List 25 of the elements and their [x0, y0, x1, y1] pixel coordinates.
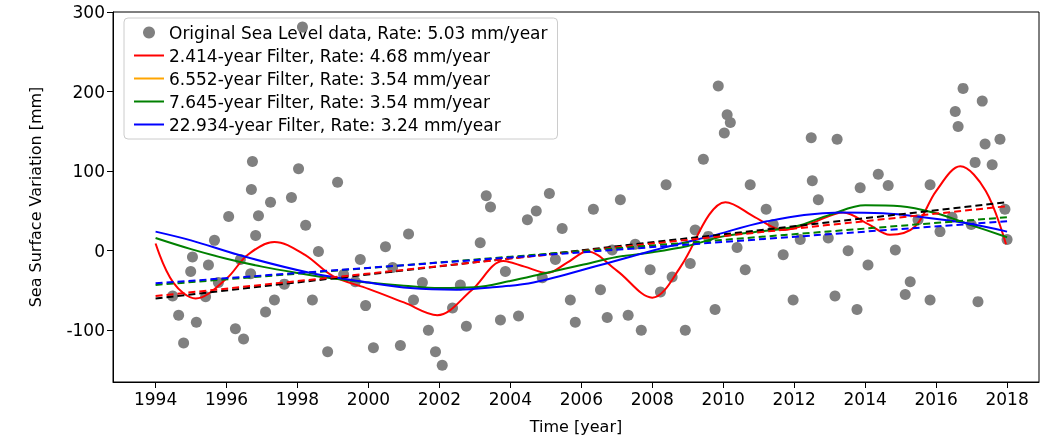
legend-label: 2.414-year Filter, Rate: 4.68 mm/year — [169, 45, 490, 66]
x-tick-label: 1994 — [133, 388, 178, 409]
x-tick-label: 2014 — [843, 388, 887, 409]
legend-label: Original Sea Level data, Rate: 5.03 mm/year — [169, 22, 548, 43]
x-tick-label: 2008 — [630, 388, 674, 409]
y-tick-label: -100 — [66, 320, 105, 341]
y-tick-label: 200 — [72, 81, 105, 102]
x-tick-label: 1996 — [204, 388, 249, 409]
x-tick-label: 2010 — [701, 388, 745, 409]
x-tick-label: 2004 — [488, 388, 532, 409]
legend-label: 22.934-year Filter, Rate: 3.24 mm/year — [169, 114, 501, 135]
x-tick-label: 2000 — [346, 388, 391, 409]
y-axis-title: Sea Surface Variation [mm] — [25, 86, 45, 308]
y-tick-label: 100 — [72, 161, 105, 182]
x-tick-label: 2012 — [772, 388, 816, 409]
x-tick-label: 1998 — [275, 388, 320, 409]
legend-label: 6.552-year Filter, Rate: 3.54 mm/year — [169, 68, 490, 89]
x-axis-title: Time [year] — [528, 416, 623, 436]
y-tick-label: 0 — [94, 240, 105, 261]
x-tick-label: 2018 — [985, 388, 1029, 409]
x-tick-label: 2002 — [417, 388, 462, 409]
legend-label: 7.645-year Filter, Rate: 3.54 mm/year — [169, 91, 490, 112]
x-tick-label: 2016 — [914, 388, 958, 409]
y-tick-label: 300 — [72, 2, 105, 22]
x-tick-label: 2006 — [559, 388, 603, 409]
